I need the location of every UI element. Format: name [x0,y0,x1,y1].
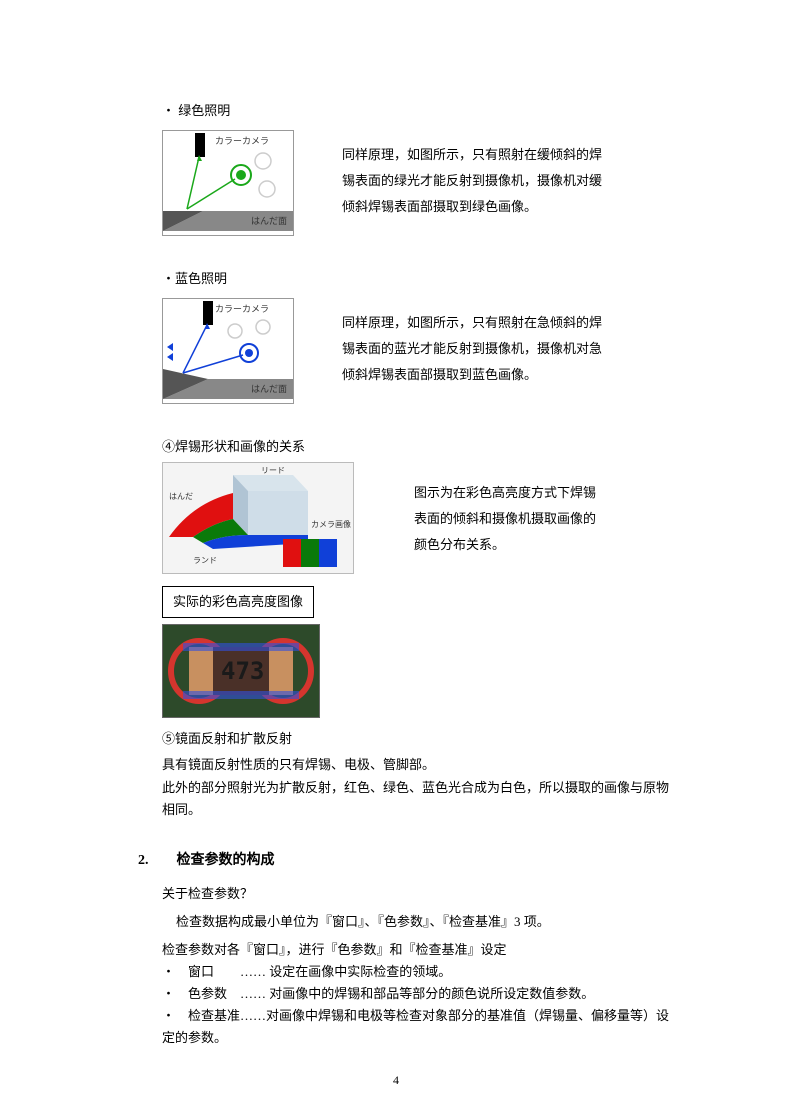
actual-caption-wrap: 实际的彩色高亮度图像 [162,578,672,624]
sec2-q: 关于检查参数？ [162,883,672,905]
shape-title: ④焊锡形状和画像的关系 [162,436,672,458]
sec2-i3: ・ 检查基准……对画像中焊锡和电极等检查对象部分的基准值（焊锡量、偏移量等）设定… [162,1005,672,1049]
land-label: ランド [193,556,217,565]
sec2-i2: ・ 色参数 …… 对画像中的焊锡和部品等部分的颜色说所设定数值参数。 [162,983,672,1005]
shape-row: リード はんだ カメラ画像 ランド 图示为在彩色高亮度方式下焊锡表面的倾斜和摄像… [162,462,672,574]
blue-row: カラーカメラ はんだ面 同样原理，如图所示，只有照射在急倾斜的焊锡表面的蓝光才能… [162,298,672,404]
shape-diagram: リード はんだ カメラ画像 ランド [162,462,354,574]
camera-label: カラーカメラ [215,302,269,317]
shape-svg: リード はんだ カメラ画像 ランド [163,463,353,573]
page-number: 4 [0,1070,792,1090]
sec2-p1: 检查数据构成最小单位为『窗口』、『色参数』、『检查基准』3 项。 [176,911,672,933]
solder-label2: はんだ [169,492,193,501]
sec2-i1: ・ 窗口 …… 设定在画像中实际检查的领域。 [162,961,672,983]
actual-caption: 实际的彩色高亮度图像 [162,586,314,618]
blue-bullet: ・蓝色照明 [162,268,672,290]
solder-label: はんだ面 [251,214,287,229]
mirror-line2: 此外的部分照射光为扩散反射，红色、绿色、蓝色光合成为白色，所以摄取的画像与原物相… [162,777,672,821]
solder-label: はんだ面 [251,382,287,397]
mirror-title: ⑤镜面反射和扩散反射 [162,728,672,750]
blue-desc: 同样原理，如图所示，只有照射在急倾斜的焊锡表面的蓝光才能反射到摄像机，摄像机对急… [342,298,612,388]
lead-label: リード [261,466,285,475]
blue-diagram: カラーカメラ はんだ面 [162,298,294,404]
green-row: カラーカメラ はんだ面 同样原理，如图所示，只有照射在缓倾斜的焊锡表面的绿光才能… [162,130,672,236]
green-desc: 同样原理，如图所示，只有照射在缓倾斜的焊锡表面的绿光才能反射到摄像机，摄像机对缓… [342,130,612,220]
camera-label: カラーカメラ [215,134,269,149]
actual-image: 473 [162,624,320,718]
chip-text: 473 [221,657,264,685]
section2: 2. 检查参数的构成 关于检查参数？ 检查数据构成最小单位为『窗口』、『色参数』… [162,849,672,1049]
sec2-heading: 2. 检查参数的构成 [138,849,672,873]
mirror-line1: 具有镜面反射性质的只有焊锡、电极、管脚部。 [162,754,672,776]
green-diagram: カラーカメラ はんだ面 [162,130,294,236]
green-bullet: ・ 绿色照明 [162,100,672,122]
cam-label: カメラ画像 [311,519,351,529]
sec2-p2: 检查参数对各『窗口』，进行『色参数』和『检查基准』设定 [162,939,672,961]
shape-desc: 图示为在彩色高亮度方式下焊锡表面的倾斜和摄像机摄取画像的颜色分布关系。 [414,462,604,558]
